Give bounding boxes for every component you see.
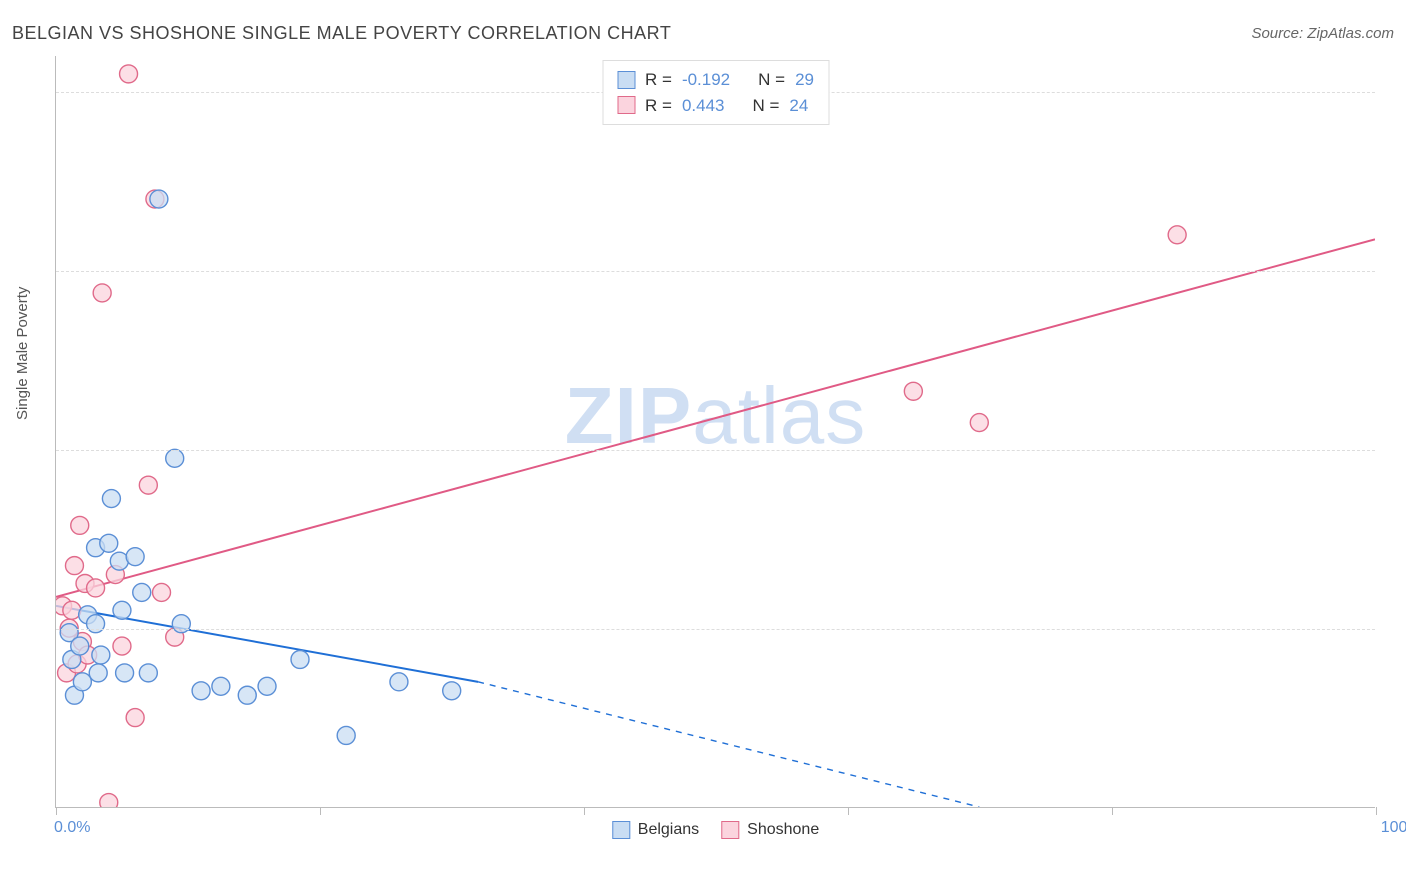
legend-item-shoshone: Shoshone: [721, 821, 819, 839]
x-tick: [1112, 807, 1113, 815]
x-tick: [56, 807, 57, 815]
gridline: [56, 450, 1375, 451]
y-tick-label: 40.0%: [1385, 440, 1406, 458]
x-tick: [320, 807, 321, 815]
x-tick-label: 100.0%: [1381, 819, 1406, 837]
legend-stats-row: R = -0.192 N = 29: [617, 67, 814, 93]
y-axis-label: Single Male Poverty: [14, 287, 31, 420]
chart-source: Source: ZipAtlas.com: [1251, 25, 1394, 42]
swatch-belgians: [617, 71, 635, 89]
gridline: [56, 629, 1375, 630]
chart-title: BELGIAN VS SHOSHONE SINGLE MALE POVERTY …: [12, 23, 671, 44]
legend-stats-row: R = 0.443 N = 24: [617, 93, 814, 119]
plot-area: ZIPatlas R = -0.192 N = 29 R = 0.443 N =…: [55, 56, 1375, 808]
gridline: [56, 271, 1375, 272]
swatch-shoshone: [617, 96, 635, 114]
legend-item-belgians: Belgians: [612, 821, 699, 839]
legend-series: Belgians Shoshone: [612, 821, 819, 839]
x-tick: [848, 807, 849, 815]
x-tick: [1376, 807, 1377, 815]
chart-header: BELGIAN VS SHOSHONE SINGLE MALE POVERTY …: [12, 18, 1394, 48]
y-tick-label: 60.0%: [1385, 261, 1406, 279]
y-tick-label: 80.0%: [1385, 82, 1406, 100]
swatch-shoshone: [721, 821, 739, 839]
legend-stats: R = -0.192 N = 29 R = 0.443 N = 24: [602, 60, 829, 125]
x-tick-label: 0.0%: [54, 819, 90, 837]
y-tick-label: 20.0%: [1385, 619, 1406, 637]
x-tick: [584, 807, 585, 815]
swatch-belgians: [612, 821, 630, 839]
watermark: ZIPatlas: [565, 370, 866, 462]
chart-svg: [56, 56, 1375, 807]
